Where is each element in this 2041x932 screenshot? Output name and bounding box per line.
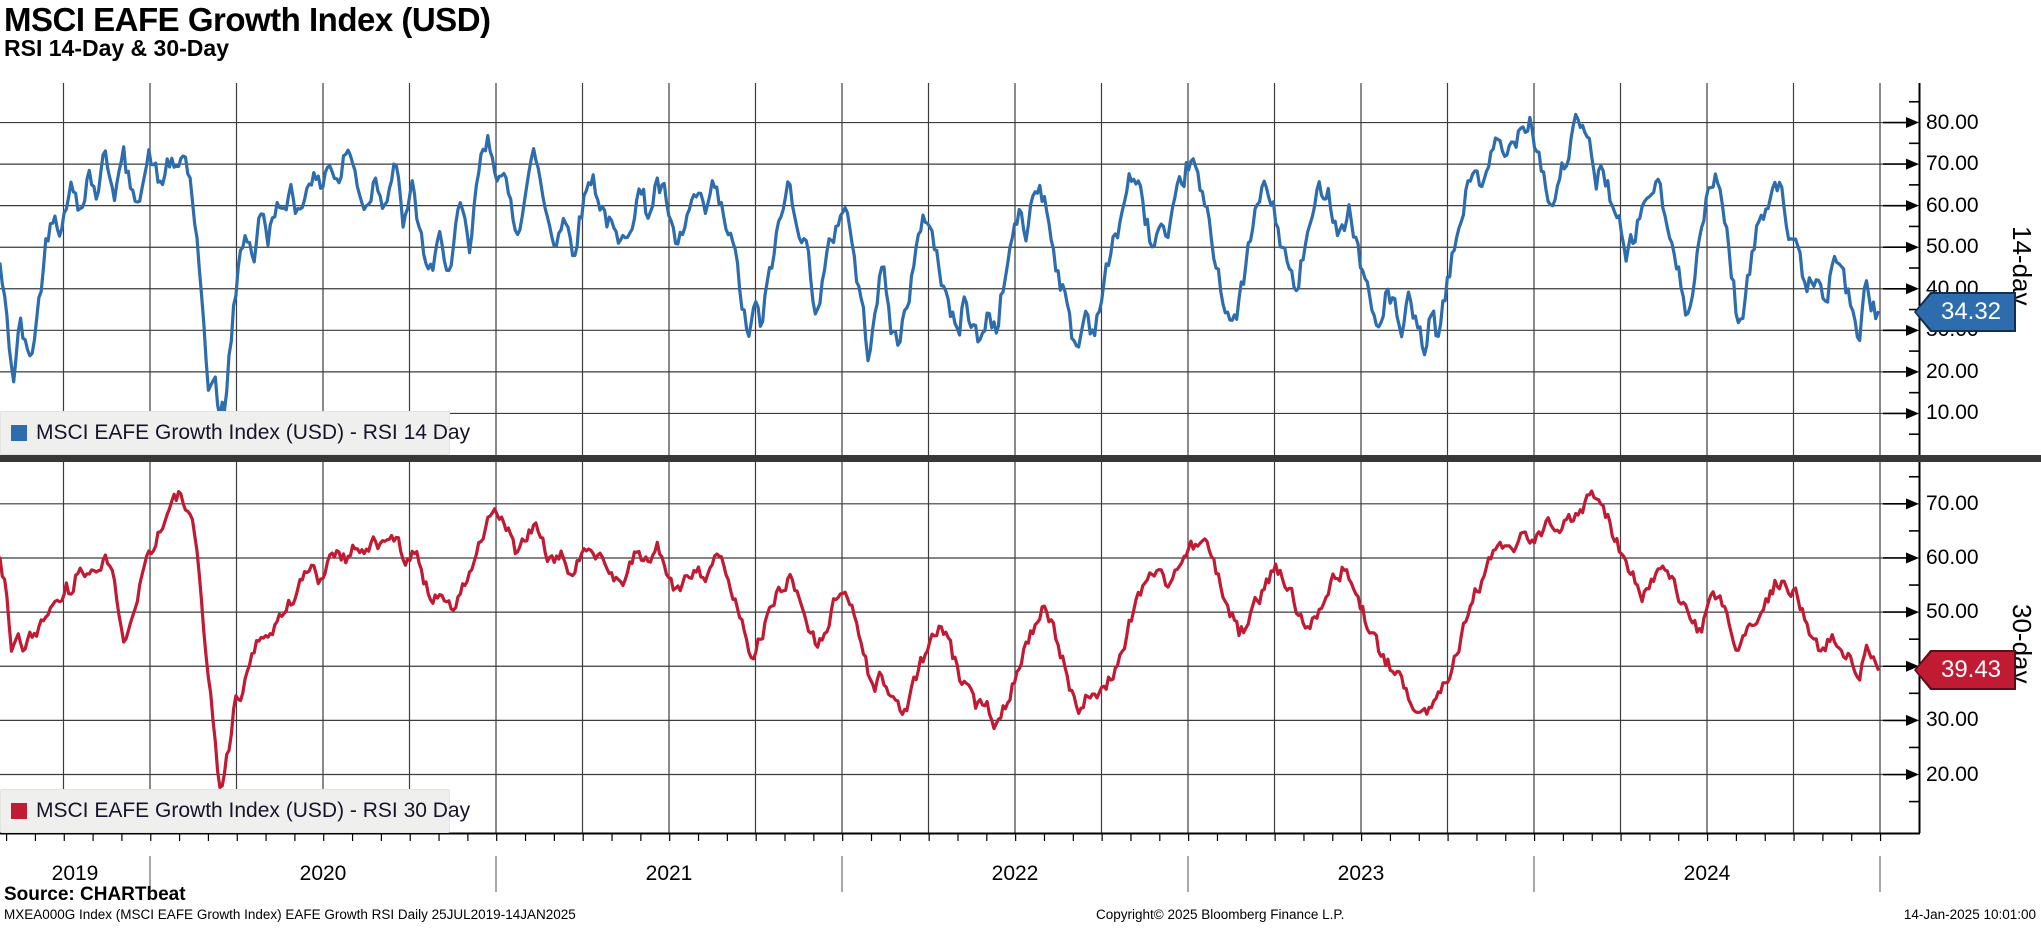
y-tick-label: 70.00 [1926,491,1979,515]
last-value-badge-rsi30: 39.43 [1914,650,2016,690]
year-label: 2024 [1683,862,1731,885]
page-subtitle: RSI 14-Day & 30-Day [4,35,229,61]
legend-label-rsi30: MSCI EAFE Growth Index (USD) - RSI 30 Da… [36,799,471,822]
year-label: 2020 [299,862,347,885]
legend-swatch-rsi30-icon [11,803,27,819]
y-tick-label: 80.00 [1926,110,1979,134]
last-value-rsi14: 34.32 [1916,294,2014,330]
y-tick-label: 20.00 [1926,359,1979,383]
footer-copyright: Copyright© 2025 Bloomberg Finance L.P. [1096,907,1345,922]
legend-rsi30[interactable]: MSCI EAFE Growth Index (USD) - RSI 30 Da… [0,789,470,833]
year-label: 2019 [51,862,99,885]
rsi14-line[interactable] [0,112,1880,419]
source-line: Source: CHARTbeat [4,884,186,905]
y-tick-label: 10.00 [1926,401,1979,425]
footer-timestamp: 14-Jan-2025 10:01:00 [1903,907,2036,922]
y-tick-label: 20.00 [1926,762,1979,786]
last-value-rsi30: 39.43 [1916,652,2014,688]
legend-label-rsi14: MSCI EAFE Growth Index (USD) - RSI 14 Da… [36,421,471,444]
legend-rsi14[interactable]: MSCI EAFE Growth Index (USD) - RSI 14 Da… [0,411,470,455]
footer-security-info: MXEA000G Index (MSCI EAFE Growth Index) … [4,907,576,922]
year-label: 2021 [645,862,693,885]
legend-swatch-rsi14-icon [11,425,27,441]
year-label: 2023 [1337,862,1385,885]
y-tick-label: 50.00 [1926,600,1979,624]
y-tick-label: 30.00 [1926,708,1979,732]
y-tick-label: 70.00 [1926,152,1979,176]
last-value-badge-rsi14: 34.32 [1914,292,2016,332]
year-label: 2022 [991,862,1039,885]
page-title: MSCI EAFE Growth Index (USD) [4,1,491,38]
y-tick-label: 50.00 [1926,235,1979,259]
y-tick-label: 60.00 [1926,193,1979,217]
rsi30-line[interactable] [0,489,1880,790]
y-tick-label: 60.00 [1926,545,1979,569]
